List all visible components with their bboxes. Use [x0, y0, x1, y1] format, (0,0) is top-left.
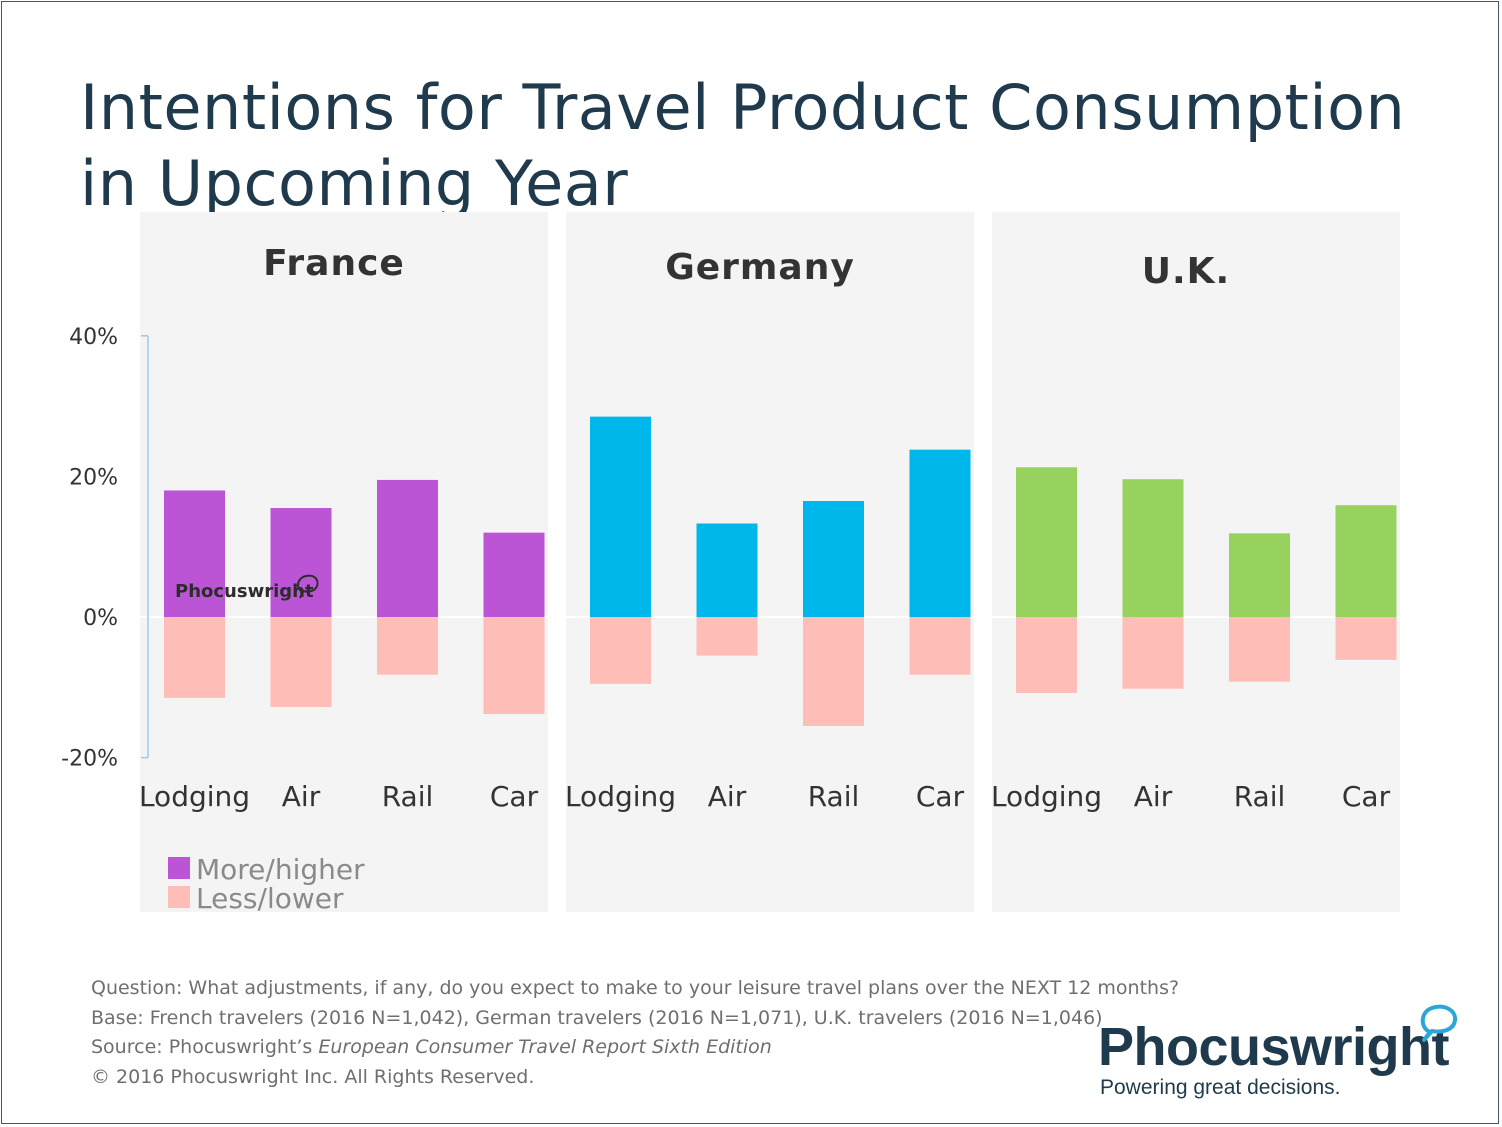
bar-less-rail: [803, 617, 864, 726]
bar-less-car: [483, 617, 545, 715]
y-tick-label: 20%: [69, 465, 118, 490]
x-tick-label: Lodging: [565, 780, 676, 813]
footnote-base: Base: French travelers (2016 N=1,042), G…: [91, 1006, 1103, 1029]
footnote-source-title: European Consumer Travel Report Sixth Ed…: [318, 1036, 772, 1058]
bar-more-rail: [1229, 533, 1290, 617]
speech-bubble-icon: [1420, 1004, 1457, 1042]
footnotes: Question: What adjustments, if any, do y…: [91, 974, 1179, 1092]
legend-label: Less/lower: [196, 882, 344, 915]
bar-more-rail: [803, 501, 864, 617]
legend-swatch: [168, 886, 190, 908]
footnote-source-prefix: Source: Phocuswright’s: [91, 1036, 319, 1058]
bar-less-car: [1335, 617, 1397, 660]
bar-less-air: [270, 617, 332, 707]
brand-logo: Phocuswright Powering great decisions.: [1098, 1000, 1478, 1110]
y-tick-label: 40%: [69, 325, 118, 350]
watermark-text: Phocuswright: [175, 581, 314, 602]
x-tick-label: Rail: [808, 780, 860, 813]
bar-more-air: [270, 508, 332, 617]
bar-less-lodging: [1016, 617, 1077, 693]
legend-label: More/higher: [196, 853, 365, 886]
bar-more-lodging: [1016, 467, 1077, 617]
panel-title-u-k: U.K.: [1142, 251, 1230, 292]
x-tick-label: Air: [1134, 780, 1173, 813]
brand-logo-name: Phocuswright: [1098, 1017, 1450, 1077]
bar-more-air: [1122, 479, 1184, 617]
x-tick-label: Lodging: [991, 780, 1102, 813]
x-tick-label: Air: [282, 780, 321, 813]
x-tick-label: Car: [916, 780, 965, 813]
x-tick-label: Lodging: [139, 780, 250, 813]
x-tick-label: Car: [490, 780, 539, 813]
bar-more-rail: [377, 479, 438, 617]
x-tick-label: Car: [1342, 780, 1391, 813]
bar-less-car: [909, 617, 971, 675]
bar-more-lodging: [590, 416, 651, 617]
bar-more-air: [696, 523, 758, 617]
y-tick-label: 0%: [83, 606, 118, 631]
legend-swatch: [168, 857, 190, 879]
bar-less-lodging: [590, 617, 651, 684]
bar-less-air: [1122, 617, 1184, 689]
bar-more-car: [1335, 505, 1397, 617]
bar-less-lodging: [164, 617, 225, 698]
footnote-question: Question: What adjustments, if any, do y…: [91, 977, 1180, 999]
panel-title-france: France: [263, 243, 405, 284]
bar-less-rail: [377, 617, 438, 675]
bar-less-air: [696, 617, 758, 656]
panel-title-germany: Germany: [665, 247, 855, 288]
bar-less-rail: [1229, 617, 1290, 682]
y-tick-label: -20%: [61, 747, 118, 772]
watermark-bubble-icon: [297, 574, 319, 599]
footnote-copyright: © 2016 Phocuswright Inc. All Rights Rese…: [91, 1065, 535, 1088]
brand-logo-tagline: Powering great decisions.: [1100, 1076, 1341, 1099]
x-tick-label: Rail: [1234, 780, 1286, 813]
footnote-source: Source: Phocuswright’s European Consumer…: [91, 1033, 1179, 1063]
bar-more-car: [483, 532, 545, 617]
bar-more-car: [909, 449, 971, 617]
bar-more-lodging: [164, 490, 225, 617]
page-title: Intentions for Travel Product Consumptio…: [80, 71, 1406, 220]
x-tick-label: Rail: [382, 780, 434, 813]
x-tick-label: Air: [708, 780, 747, 813]
